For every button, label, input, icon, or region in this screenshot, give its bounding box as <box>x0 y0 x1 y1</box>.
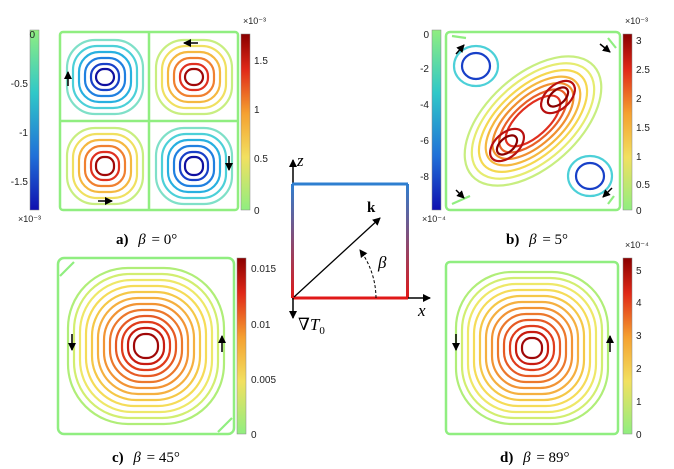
flow-arrows-d <box>452 334 614 352</box>
colorbar-b-left-tick: 0 <box>423 30 429 41</box>
gradient-nabla: ∇ <box>298 315 310 334</box>
caption-b-beta: β <box>528 232 537 248</box>
wavevector-arrow <box>293 217 381 298</box>
caption-d-beta: β <box>522 450 531 466</box>
colorbar-d-exponent: ×10⁻⁴ <box>625 240 649 250</box>
colorbar-a-left-exponent: ×10⁻³ <box>18 214 41 224</box>
z-axis-label: z <box>296 151 304 170</box>
colorbar-b-right-tick: 2 <box>636 94 642 105</box>
colorbar-a-left-tick: -0.5 <box>11 79 29 90</box>
panel-a: 0 -0.5 -1 -1.5 ×10⁻³ <box>11 16 269 248</box>
colorbar-d-tick: 0 <box>636 430 642 441</box>
contour-plot-c <box>56 256 236 436</box>
caption-a-beta: β <box>137 232 146 248</box>
colorbar-a-left-tick: 0 <box>29 30 35 41</box>
colorbar-b-left-tick: -6 <box>420 136 429 147</box>
colorbar-b-left-exponent: ×10⁻⁴ <box>422 214 446 224</box>
contour-plot-d <box>444 260 620 436</box>
colorbar-a-right-tick: 1.5 <box>254 56 268 67</box>
colorbar-b-left-tick: -4 <box>420 100 429 111</box>
colorbar-b-left-tick: -2 <box>420 64 429 75</box>
panel-b: 0 -2 -4 -6 -8 ×10⁻⁴ <box>420 16 650 248</box>
caption-d: d) β = 89° <box>500 450 570 466</box>
schematic-diagram: z x k β ∇T0 <box>289 151 431 337</box>
colorbar-c-tick: 0 <box>251 430 257 441</box>
angle-label: β <box>377 253 387 272</box>
caption-a-letter: a) <box>116 232 129 248</box>
caption-c-beta: β <box>132 450 141 466</box>
colorbar-c-tick: 0.005 <box>251 375 276 386</box>
gradient-sub: 0 <box>319 325 325 337</box>
colorbar-a-right <box>240 33 251 211</box>
colorbar-c-tick: 0.01 <box>251 320 271 331</box>
caption-c-value: = 45° <box>147 450 180 466</box>
caption-d-value: = 89° <box>536 450 569 466</box>
colorbar-b-right-tick: 0.5 <box>636 180 650 191</box>
colorbar-a-right-exponent: ×10⁻³ <box>243 16 266 26</box>
wavevector-label: k <box>367 200 376 216</box>
colorbar-a-right-tick: 0 <box>254 206 260 217</box>
x-axis-label: x <box>417 301 426 320</box>
colorbar-b-left <box>431 29 442 211</box>
colorbar-a-left <box>29 29 40 211</box>
colorbar-d <box>622 257 633 435</box>
colorbar-c <box>236 257 247 435</box>
colorbar-d-tick: 2 <box>636 364 642 375</box>
colorbar-b-right-tick: 2.5 <box>636 65 650 76</box>
colorbar-b-right-tick: 0 <box>636 206 642 217</box>
caption-a: a) β = 0° <box>116 232 177 248</box>
flow-arrows-b <box>455 43 613 199</box>
colorbar-d-tick: 5 <box>636 266 642 277</box>
panel-c: 0.015 0.01 0.005 0 c) β = 45° <box>56 256 276 466</box>
caption-a-value: = 0° <box>151 232 177 248</box>
colorbar-b-right <box>622 33 633 211</box>
colorbar-a-left-tick: -1 <box>19 128 28 139</box>
panel-d: ×10⁻⁴ 5 4 3 2 1 0 d) β = 89° <box>444 240 649 466</box>
colorbar-d-tick: 1 <box>636 397 642 408</box>
colorbar-d-tick: 3 <box>636 331 642 342</box>
colorbar-b-right-tick: 3 <box>636 36 642 47</box>
colorbar-b-right-tick: 1.5 <box>636 123 650 134</box>
caption-c-letter: c) <box>112 450 124 466</box>
caption-c: c) β = 45° <box>112 450 180 466</box>
angle-arc <box>359 249 377 299</box>
contour-plot-b <box>444 30 622 212</box>
colorbar-a-right-tick: 0.5 <box>254 154 268 165</box>
flow-arrows-a <box>64 39 233 205</box>
colorbar-b-right-exponent: ×10⁻³ <box>625 16 648 26</box>
caption-b-value: = 5° <box>542 232 568 248</box>
gradient-t: T <box>310 315 321 334</box>
gradient-label: ∇T0 <box>298 315 325 337</box>
caption-b: b) β = 5° <box>506 232 568 248</box>
contour-plot-a <box>58 30 240 212</box>
colorbar-c-tick: 0.015 <box>251 264 276 275</box>
right-wall <box>406 184 409 298</box>
flow-arrows-c <box>68 334 226 352</box>
left-wall <box>291 184 294 298</box>
colorbar-b-right-tick: 1 <box>636 152 642 163</box>
colorbar-b-left-tick: -8 <box>420 172 429 183</box>
caption-d-letter: d) <box>500 450 513 466</box>
colorbar-d-tick: 4 <box>636 298 642 309</box>
colorbar-a-right-tick: 1 <box>254 105 260 116</box>
colorbar-a-left-tick: -1.5 <box>11 177 29 188</box>
caption-b-letter: b) <box>506 232 519 248</box>
